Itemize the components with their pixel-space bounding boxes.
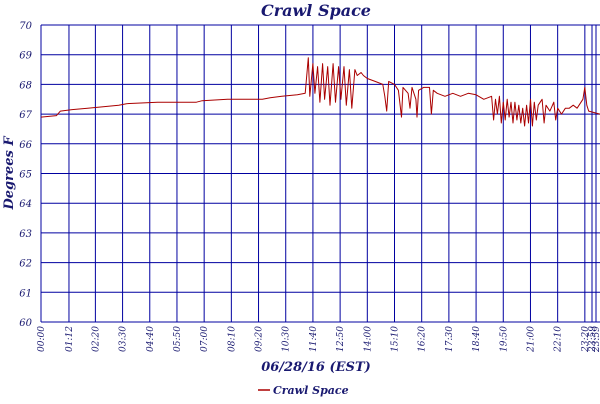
y-tick-label: 66: [19, 140, 32, 151]
chart-title: Crawl Space: [261, 1, 371, 20]
x-tick-label: 07:00: [200, 326, 210, 352]
series-layer: [40, 57, 600, 127]
grid: [40, 24, 600, 323]
x-tick-label: 18:40: [472, 326, 482, 352]
x-axis-ticks: 00:00 01:12 02:20 03:30 04:40 05:50 07:00 08:10…: [37, 326, 600, 353]
y-tick-label: 65: [19, 170, 32, 181]
x-tick-label: 00:00: [37, 326, 47, 352]
y-axis-ticks: 60 61 62 63 64 65 66 67 68 69 70: [19, 21, 32, 329]
y-tick-label: 69: [19, 51, 32, 62]
y-tick-label: 64: [19, 199, 32, 210]
x-tick-label: 22:10: [554, 326, 564, 353]
x-tick-label: 04:40: [146, 326, 156, 352]
y-tick-label: 67: [19, 110, 32, 121]
x-tick-label: 11:40: [309, 326, 319, 352]
x-tick-label: 19:50: [499, 326, 509, 352]
series-line-0: [40, 57, 600, 127]
x-tick-label: 23:59: [588, 326, 598, 353]
x-axis-label: 06/28/16 (EST): [261, 360, 371, 375]
x-tick-label: 02:20: [91, 326, 101, 352]
x-tick-label: 16:20: [418, 326, 428, 352]
x-tick-label: 23:20: [581, 326, 591, 353]
y-axis-label: Degrees F: [2, 136, 17, 211]
x-tick-label: 08:10: [227, 326, 237, 352]
x-tick-label: 23:59: [592, 326, 600, 353]
legend: Crawl Space: [258, 384, 349, 397]
y-tick-label: 68: [19, 80, 32, 91]
legend-label: Crawl Space: [273, 384, 349, 397]
y-tick-label: 61: [19, 288, 32, 299]
x-tick-label: 09:20: [255, 326, 265, 352]
y-tick-label: 62: [19, 259, 32, 270]
x-tick-label: 14:00: [363, 326, 373, 352]
x-tick-label: 03:30: [119, 326, 129, 352]
x-tick-label: 10:30: [282, 326, 292, 352]
y-tick-label: 70: [19, 21, 32, 32]
x-tick-label: 21:00: [526, 326, 536, 353]
y-tick-label: 63: [19, 229, 32, 240]
x-tick-label: 01:12: [65, 326, 75, 352]
x-tick-label: 17:30: [445, 326, 455, 352]
y-tick-label: 60: [19, 318, 32, 329]
x-tick-label: 15:10: [391, 326, 401, 352]
x-tick-label: 12:50: [336, 326, 346, 352]
x-tick-label: 05:50: [173, 326, 183, 352]
